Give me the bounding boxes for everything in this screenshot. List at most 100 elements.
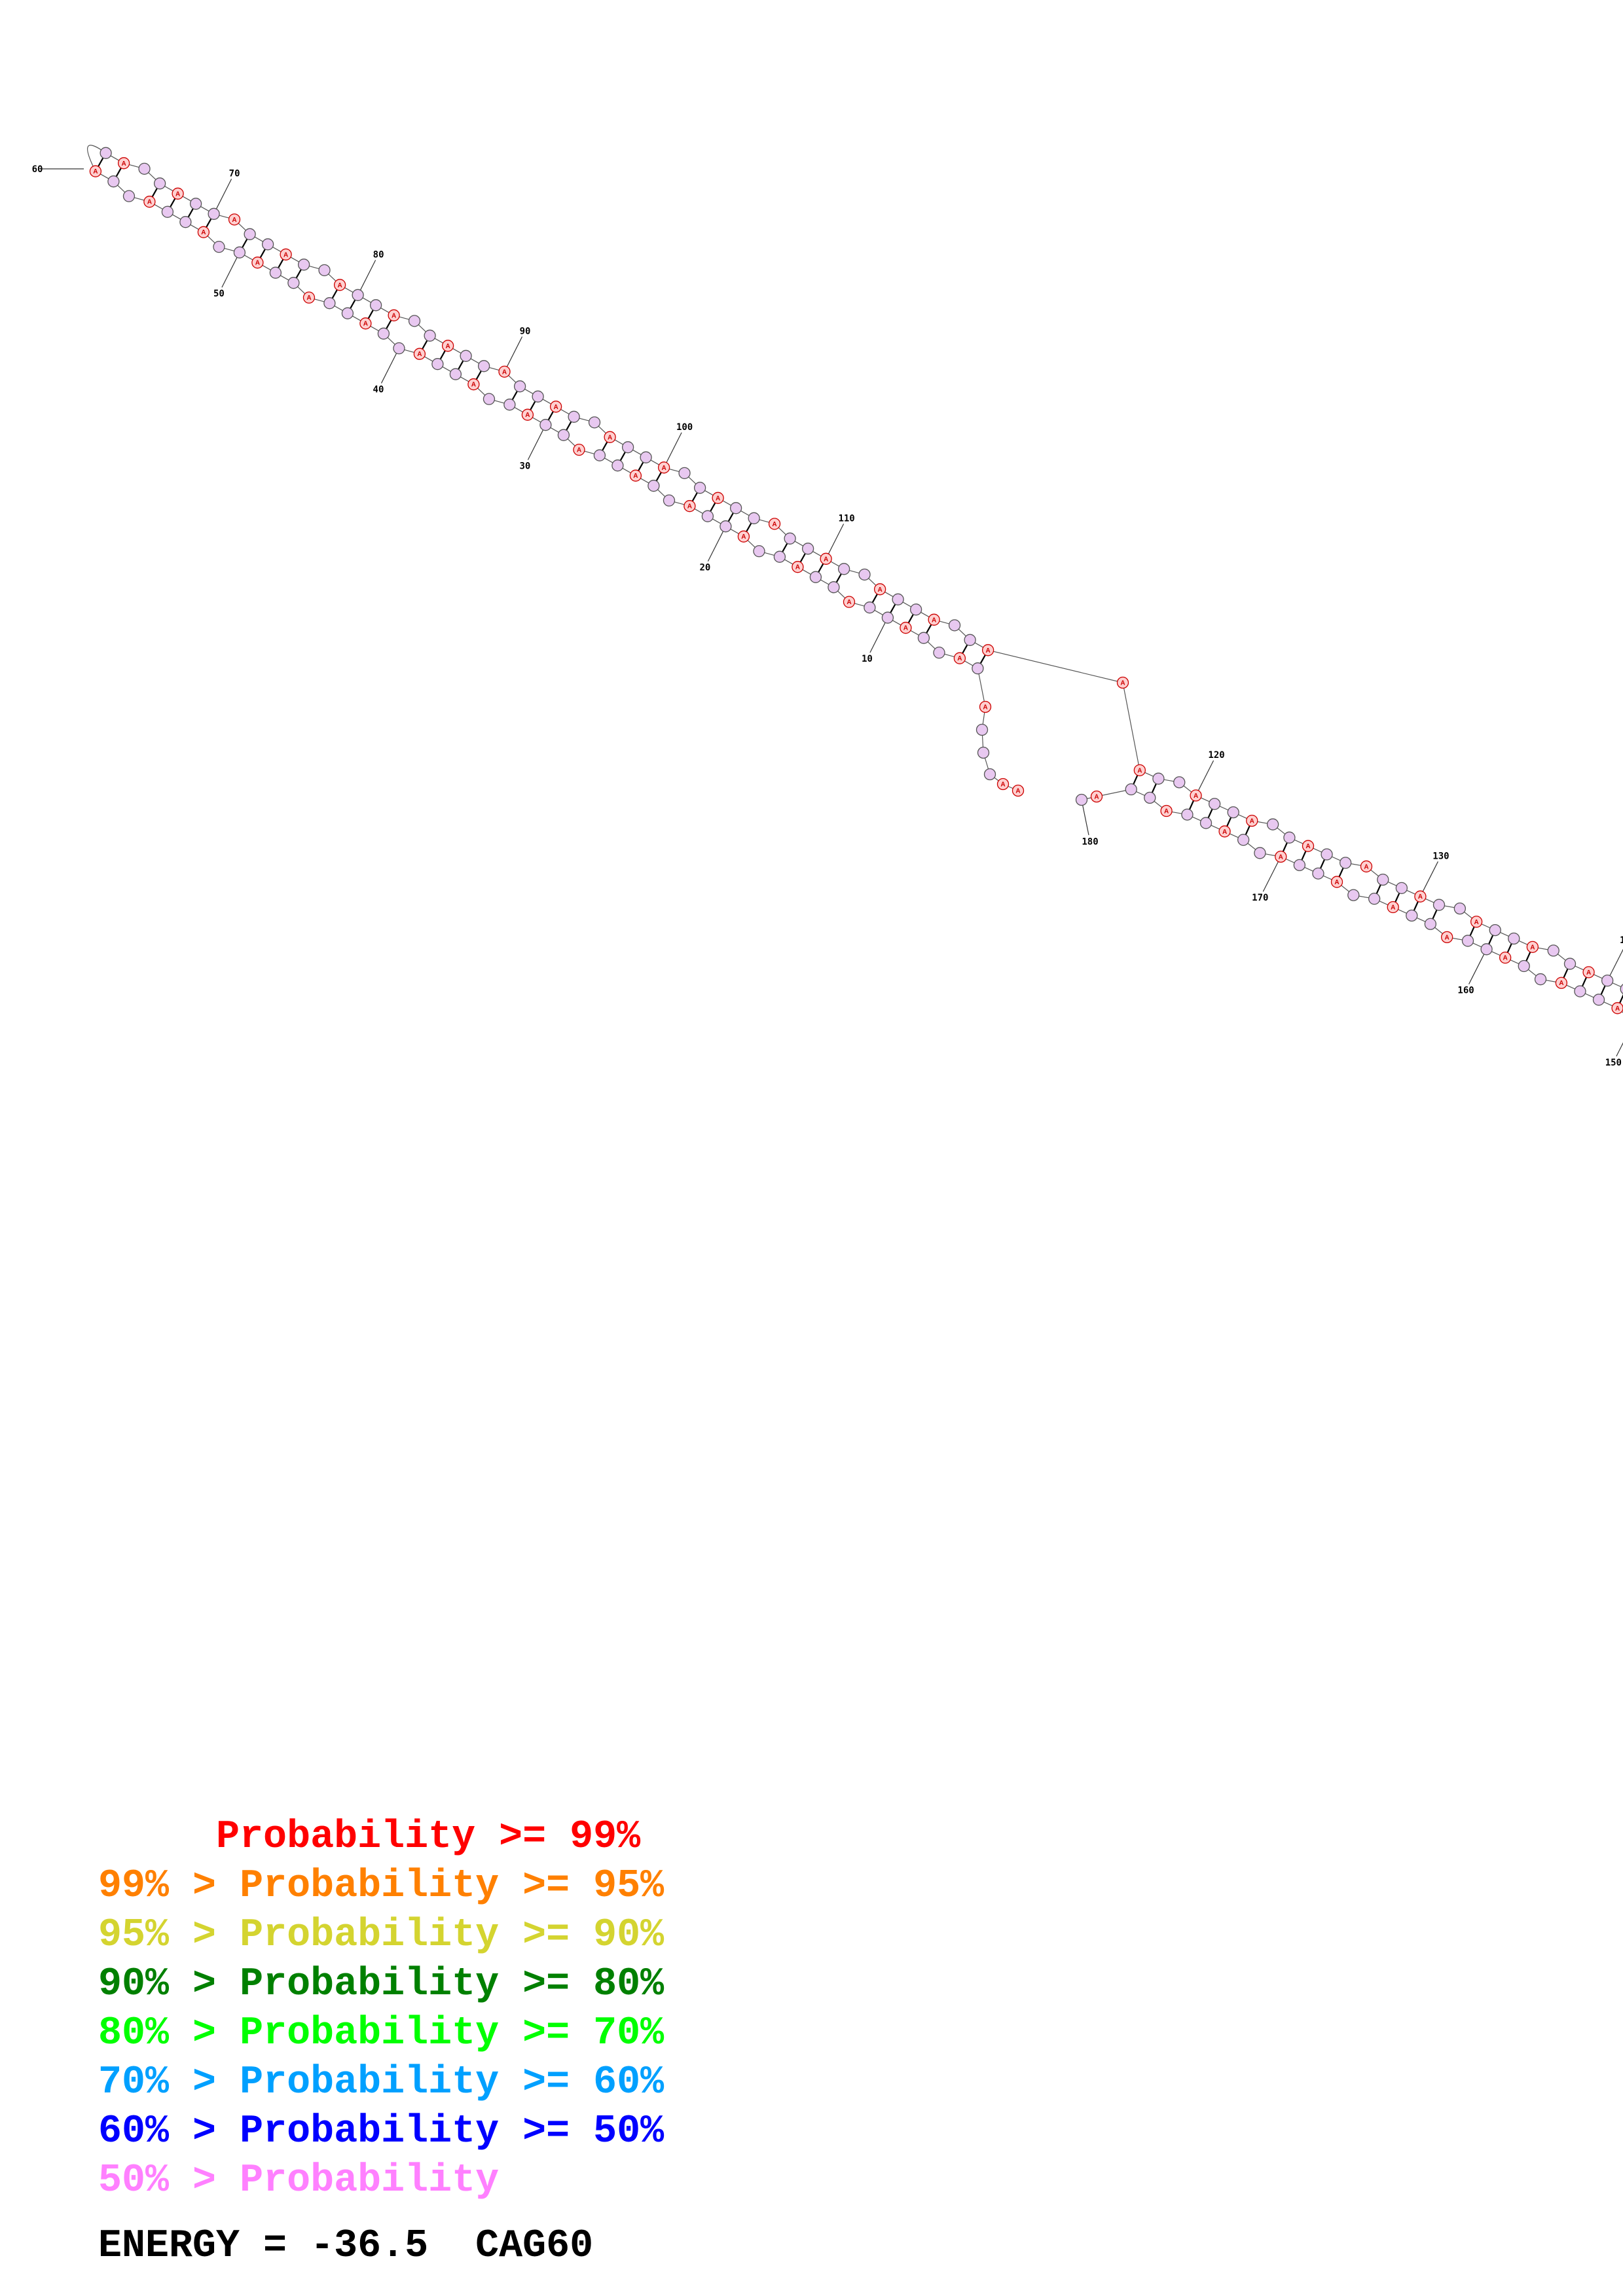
legend-op: >= — [499, 1962, 594, 2007]
nucleotide-letter: A — [502, 368, 507, 376]
nucleotide — [1526, 941, 1539, 953]
position-label: 60 — [32, 164, 43, 175]
position-label: 70 — [229, 169, 240, 179]
legend-prefix: 95% — [98, 1913, 170, 1958]
position-labels-layer: 60 70 80 90 100 110 50 40 30 20 10 180 120 130 140 170 1… — [32, 164, 1623, 1068]
nucleotide-letter: A — [661, 465, 666, 472]
legend-op: > — [169, 1913, 240, 1958]
nucleotide — [1254, 847, 1266, 859]
base-pairs-layer — [94, 152, 1623, 1009]
nucleotide — [532, 390, 544, 403]
legend-op: >= — [475, 1815, 570, 1859]
nucleotide — [768, 518, 781, 530]
legend-row: 99% > Probability >= 95% — [98, 1862, 664, 1911]
nucleotide-letter: A — [1120, 680, 1125, 687]
nucleotide — [138, 162, 151, 175]
position-tick — [707, 526, 726, 562]
legend-op: > — [169, 2011, 240, 2056]
nucleotide-letter: A — [1445, 934, 1450, 941]
backbone-segment — [977, 668, 986, 708]
legend-op: >= — [499, 2109, 594, 2154]
nucleotide — [588, 416, 601, 429]
nucleotide-letter: A — [417, 351, 422, 358]
energy-line: ENERGY = -36.5 CAG60 — [98, 2224, 593, 2269]
nucleotides-layer: A A A A A A A A A A A A A A A A A A A A A A A A A A A A A A A A A A A A A A A A… — [89, 147, 1623, 1014]
position-label: 120 — [1208, 750, 1224, 761]
legend-op: >= — [499, 1913, 594, 1958]
nucleotide — [568, 410, 580, 423]
nucleotide — [172, 187, 184, 200]
nucleotide — [1321, 848, 1333, 861]
legend-op: > — [169, 1864, 240, 1909]
position-tick — [1419, 861, 1438, 897]
nucleotide — [1547, 944, 1559, 957]
nucleotide — [1499, 952, 1512, 964]
position-tick — [826, 524, 845, 560]
nucleotide — [1339, 857, 1352, 869]
nucleotide-letter: A — [1474, 919, 1479, 926]
energy-value: -36.5 — [310, 2224, 429, 2269]
nucleotide — [981, 644, 994, 656]
nucleotide — [498, 365, 511, 378]
position-tick — [869, 617, 888, 653]
nucleotide — [431, 358, 444, 370]
nucleotide — [549, 401, 562, 413]
nucleotide-letter: A — [1164, 808, 1169, 816]
nucleotide — [369, 299, 382, 312]
nucleotide — [1592, 994, 1605, 1006]
nucleotide — [1555, 977, 1568, 989]
legend-op: > — [169, 2060, 240, 2105]
nucleotide — [1432, 899, 1446, 911]
nucleotide — [143, 196, 156, 208]
nucleotide-letter: A — [471, 382, 476, 389]
legend-text: Probability — [240, 1864, 500, 1909]
legend-text: Probability — [240, 2011, 500, 2056]
nucleotide — [1152, 772, 1165, 785]
nucleotide — [1312, 867, 1324, 880]
nucleotide — [1368, 893, 1381, 905]
nucleotide — [784, 532, 796, 545]
nucleotide — [629, 469, 642, 482]
legend-prefix — [98, 1815, 192, 1859]
nucleotide-letter: A — [1559, 980, 1563, 987]
nucleotide — [244, 228, 256, 240]
nucleotide — [1347, 889, 1360, 901]
legend-prefix: 90% — [98, 1962, 170, 2007]
position-label: 40 — [373, 384, 384, 395]
nucleotide — [1377, 873, 1389, 886]
legend-op: > — [169, 1962, 240, 2007]
backbone-segment — [987, 649, 1123, 683]
nucleotide-letter: A — [957, 655, 962, 662]
position-label: 10 — [862, 654, 873, 664]
nucleotide — [333, 279, 346, 291]
nucleotide-letter: A — [1615, 1005, 1620, 1013]
position-tick — [221, 252, 240, 288]
nucleotide-letter: A — [232, 217, 236, 224]
nucleotide — [557, 429, 570, 441]
nucleotide — [251, 257, 264, 269]
nucleotide — [1275, 850, 1287, 863]
nucleotide — [1582, 966, 1595, 978]
nucleotide-letter: A — [1094, 794, 1099, 801]
nucleotide — [1133, 764, 1146, 776]
nucleotide — [693, 482, 706, 494]
nucleotide — [657, 461, 670, 474]
legend-row: 60% > Probability >= 50% — [98, 2108, 664, 2157]
linker-nucleotide — [1116, 676, 1129, 689]
position-label: 80 — [373, 250, 384, 260]
legend-row: 90% > Probability >= 80% — [98, 1960, 664, 2009]
nucleotide — [1406, 909, 1418, 922]
legend-text: Probability — [216, 1815, 476, 1859]
nucleotide-letter: A — [1530, 944, 1535, 951]
nucleotide-letter: A — [795, 564, 800, 571]
nucleotide — [1227, 806, 1239, 819]
nucleotide — [748, 512, 760, 524]
nucleotide — [1283, 831, 1296, 844]
nucleotide — [972, 662, 984, 675]
nucleotide-letter: A — [687, 503, 692, 511]
legend-text: Probability — [240, 1913, 500, 1958]
legend-op: > — [169, 2109, 240, 2154]
position-label: 180 — [1082, 837, 1098, 848]
nucleotide-letter: A — [824, 556, 828, 563]
legend-prefix: 99% — [98, 1864, 170, 1909]
